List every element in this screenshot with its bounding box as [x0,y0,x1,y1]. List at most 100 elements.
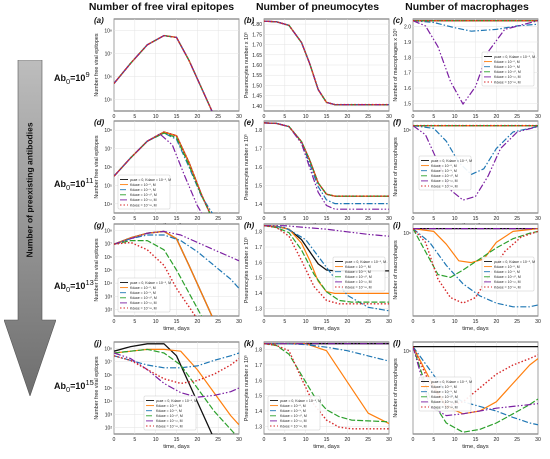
legend-entry: Kdᴀᴅᴇ = 10⁻¹¹, M [130,301,157,305]
x-tick-label: 25 [215,216,221,222]
x-tick-label: 5 [133,114,136,120]
x-tick-label: 10 [452,319,458,325]
y-tick-label: 1.50 [252,83,262,89]
y-axis-label: Number of macrophages x 10⁶ [393,28,399,101]
y-tick-label: 10⁶ [403,231,411,237]
x-axis-label: time, days [462,326,489,332]
y-tick-label: 10⁸ [104,229,112,235]
row-label-1e9: Ab0=109 [54,70,90,86]
x-axis-label: time, days [313,444,340,450]
y-tick-label: 1.80 [252,22,262,28]
y-tick-label: 1.70 [252,43,262,49]
x-axis-label: time, days [163,326,190,332]
panel-letter: (c) [393,16,403,25]
x-tick-label: 0 [263,437,266,443]
legend-entry: Kdᴀᴅᴇ = 10⁻⁹, M [130,291,156,295]
legend-entry: Kdᴀᴅᴇ = 10⁻¹², M [280,424,307,428]
y-tick-label: 10⁵ [104,183,112,189]
arrow-label: Number of preexisting antibodies [24,122,34,257]
legend-box [332,256,386,292]
panel-letter: (l) [393,339,401,348]
x-tick-label: 0 [113,216,116,222]
y-tick-label: 10⁷ [105,52,113,58]
x-tick-label: 20 [344,319,350,325]
series-line-3 [264,225,389,303]
series-line-4 [264,225,389,237]
series-line-3 [114,240,203,316]
x-tick-label: 5 [133,216,136,222]
legend-entry: Kdᴀᴅᴇ = 10⁻¹², M [156,424,183,428]
y-tick-label: 1.45 [252,94,262,100]
y-tick-label: 10⁶ [104,255,112,261]
y-tick-label: 10⁴ [104,399,112,405]
x-tick-label: 5 [432,437,435,443]
x-tick-label: 25 [514,437,520,443]
y-tick-label: 1.3 [255,306,262,312]
y-tick-label: 10⁵ [104,98,112,104]
legend-entry: ρᴀᴅᴇ = 0, Kdᴀᴅᴇ = 10⁻⁸, M [431,159,472,163]
legend-entry: Kdᴀᴅᴇ = 10⁻¹⁰, M [431,395,458,399]
legend-entry: Kdᴀᴅᴇ = 10⁻⁸, M [280,404,306,408]
y-axis-label: Number free viral epitopes [94,33,100,97]
x-tick-label: 20 [493,319,499,325]
row-label-1e11: Ab0=1011 [54,176,94,192]
series-line-3 [413,346,538,433]
x-tick-label: 10 [153,437,159,443]
legend-entry: Kdᴀᴅᴇ = 10⁻¹⁰, M [494,70,521,74]
x-tick-label: 25 [215,114,221,120]
series-line-1 [114,230,213,316]
legend-box [418,376,472,412]
legend-entry: Kdᴀᴅᴇ = 10⁻¹², M [494,285,521,289]
panel-letter: (g) [94,221,105,230]
legend-box [267,395,321,431]
x-tick-label: 10 [153,216,159,222]
series-line-2 [114,234,239,289]
x-axis-label: time, days [462,444,489,450]
legend-entry: Kdᴀᴅᴇ = 10⁻¹², M [130,203,157,207]
column-title-pneumocytes: Number of pneumocytes [255,1,380,13]
legend-entry: ρᴀᴅᴇ = 0, Kdᴀᴅᴇ = 10⁻⁸, M [431,380,472,384]
y-axis-label: Number of macrophages [393,358,399,418]
x-tick-label: 30 [386,319,392,325]
y-tick-label: 10⁵ [104,386,112,392]
series-line-4 [413,125,538,201]
y-axis-label: Pneumocytes number x 10⁵ [244,355,250,421]
panel-letter: (a) [94,16,104,25]
y-tick-label: 10⁴ [104,202,112,208]
legend-entry: Kdᴀᴅᴇ = 10⁻¹⁰, M [431,174,458,178]
legend-entry: Kdᴀᴅᴇ = 10⁻¹¹, M [431,179,458,183]
x-tick-label: 15 [473,114,479,120]
x-tick-label: 20 [344,114,350,120]
legend-entry: Kdᴀᴅᴇ = 10⁻¹¹, M [345,280,372,284]
legend-entry: Kdᴀᴅᴇ = 10⁻⁸, M [345,265,371,269]
panel-letter: (d) [94,118,105,127]
x-tick-label: 20 [194,114,200,120]
legend-entry: Kdᴀᴅᴇ = 10⁻⁸, M [494,265,520,269]
legend-entry: Kdᴀᴅᴇ = 10⁻⁹, M [494,270,520,274]
series-line-1 [114,348,239,426]
y-tick-label: 1.7 [255,363,262,369]
legend-entry: Kdᴀᴅᴇ = 10⁻¹¹, M [280,419,307,423]
legend-box [481,51,535,87]
series-line-5 [264,225,389,305]
x-tick-label: 30 [535,319,541,325]
legend-entry: Kdᴀᴅᴇ = 10⁻⁸, M [431,385,457,389]
panel-letter: (b) [244,16,255,25]
x-tick-label: 15 [473,319,479,325]
legend-entry: ρᴀᴅᴇ = 0, Kdᴀᴅᴇ = 10⁻⁸, M [130,281,171,285]
y-axis-label: Number of macrophages [393,240,399,300]
column-title-epitopes: Number of free viral epitopes [88,1,235,13]
x-tick-label: 15 [324,114,330,120]
x-tick-label: 10 [303,114,309,120]
x-tick-label: 30 [386,437,392,443]
x-tick-label: 15 [174,114,180,120]
y-tick-label: 1.4 [255,291,262,297]
y-tick-label: 10³ [105,412,113,418]
x-tick-label: 0 [412,437,415,443]
series-line-2 [413,228,538,308]
